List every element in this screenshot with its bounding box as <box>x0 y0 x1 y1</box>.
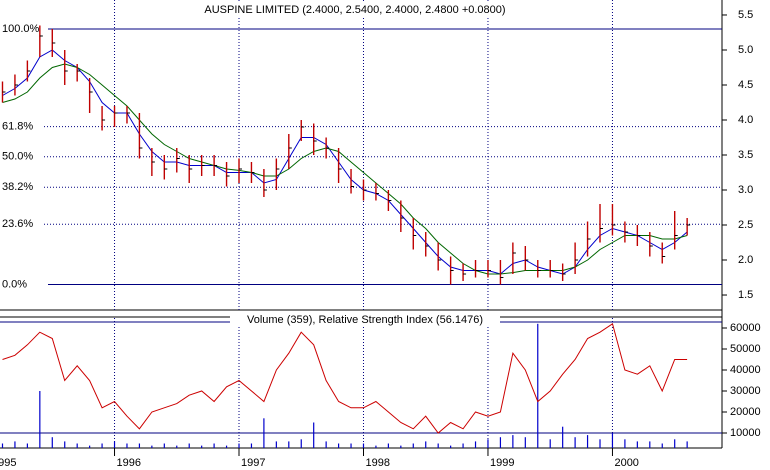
y-tick-label: 30000 <box>730 385 761 397</box>
fib-label: 100.0% <box>2 23 40 35</box>
fib-label: 61.8% <box>2 121 33 133</box>
x-tick-label: 1996 <box>117 457 141 469</box>
y-tick-label: 1.5 <box>738 289 753 301</box>
y-tick-label: 50000 <box>730 343 761 355</box>
x-tick-label: 1997 <box>241 457 265 469</box>
title-bg <box>230 314 500 326</box>
y-tick-label: 2.5 <box>738 219 753 231</box>
y-tick-label: 40000 <box>730 364 761 376</box>
fib-label: 50.0% <box>2 151 33 163</box>
y-tick-label: 4.0 <box>738 114 753 126</box>
x-tick-label: 2000 <box>614 457 638 469</box>
y-tick-label: 4.5 <box>738 79 753 91</box>
x-tick-label: 1995 <box>0 457 17 469</box>
y-tick-label: 20000 <box>730 406 761 418</box>
y-tick-label: 3.5 <box>738 149 753 161</box>
moving-average <box>2 63 688 275</box>
fib-label: 23.6% <box>2 218 33 230</box>
y-tick-label: 5.0 <box>738 44 753 56</box>
x-tick-label: 1998 <box>365 457 389 469</box>
fib-label: 0.0% <box>2 278 27 290</box>
y-tick-label: 2.0 <box>738 254 753 266</box>
y-tick-label: 3.0 <box>738 184 753 196</box>
y-tick-label: 10000 <box>730 427 761 439</box>
y-tick-label: 5.5 <box>738 9 753 21</box>
title-bg <box>190 2 520 16</box>
y-tick-label: 60000 <box>730 322 761 334</box>
fib-label: 38.2% <box>2 181 33 193</box>
chart-title: AUSPINE LIMITED (2.4000, 2.5400, 2.4000,… <box>204 4 505 16</box>
pane-title: Volume (359), Relative Strength Index (5… <box>247 314 483 326</box>
rsi-line <box>2 322 688 434</box>
x-tick-label: 1999 <box>490 457 514 469</box>
